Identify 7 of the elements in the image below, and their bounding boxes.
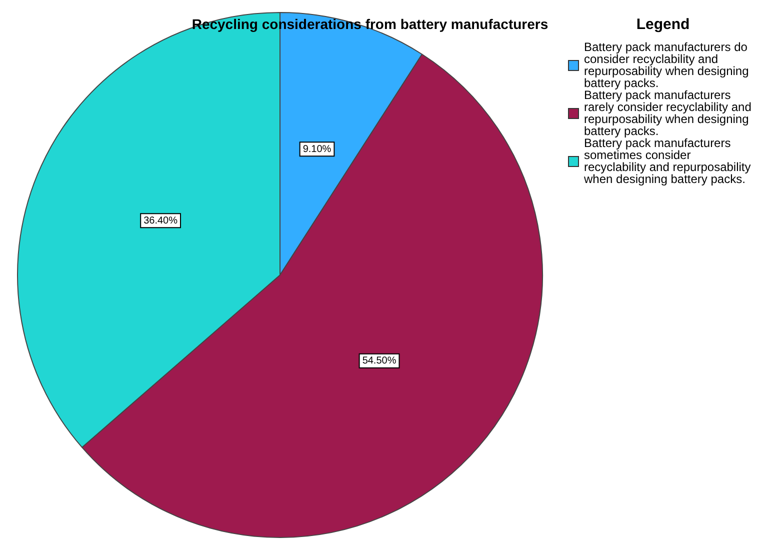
legend-label: Battery pack manufacturers rarely consider recyclability and repurposability when designing battery packs.	[584, 88, 752, 138]
data-label: 54.50%	[362, 356, 396, 367]
data-label: 9.10%	[302, 144, 332, 155]
data-label: 36.40%	[144, 215, 178, 226]
legend-label: Battery pack manufacturers do consider recyclability and repurposability when designing battery packs.	[584, 40, 750, 90]
legend-title: Legend	[635, 16, 691, 33]
legend-label: Battery pack manufacturers sometimes consider recyclability and repurposability when designing battery packs.	[584, 136, 752, 186]
